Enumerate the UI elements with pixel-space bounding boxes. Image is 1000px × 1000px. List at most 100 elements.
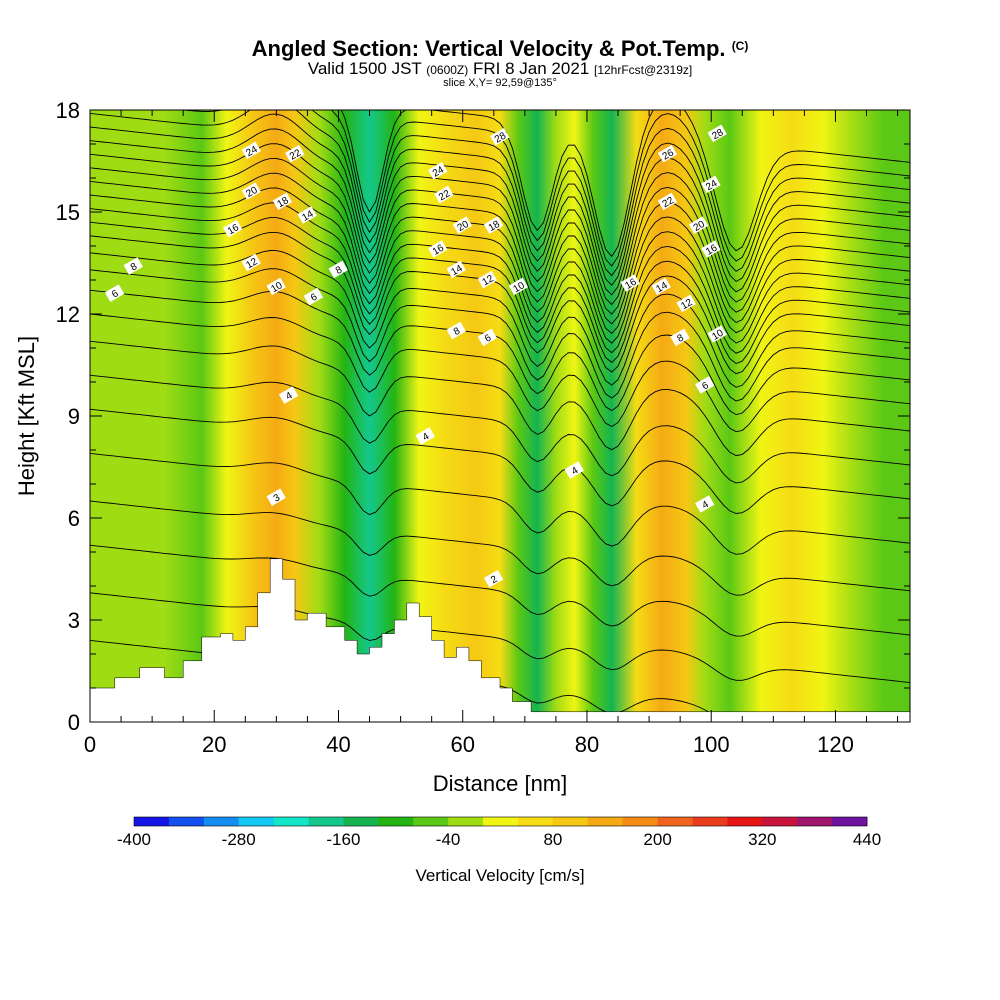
contour-label-bg (707, 124, 727, 143)
contour-label-bg (434, 185, 454, 204)
contour-label-text: 10 (710, 328, 726, 343)
contour-label-bg (123, 257, 143, 275)
contour-label: 8 (446, 321, 466, 340)
theta-contour-line (90, 128, 910, 306)
y-tick-label: 6 (68, 506, 80, 531)
colorbar-tick-label: -400 (117, 830, 151, 849)
contour-label-bg (104, 284, 125, 302)
contour-label-bg (241, 253, 261, 272)
x-tick-label: 20 (202, 732, 226, 757)
contour-label-bg (285, 145, 305, 163)
x-tick-label: 40 (326, 732, 350, 757)
contour-label-bg (241, 182, 261, 200)
contour-label-bg (707, 325, 727, 343)
contour-label-text: 14 (300, 209, 316, 224)
contour-label-text: 12 (679, 297, 695, 312)
contour-label-text: 28 (493, 130, 509, 145)
colorbar-tick-label: -40 (436, 830, 461, 849)
contour-label: 16 (222, 219, 243, 237)
contour-label-bg (477, 270, 498, 289)
theta-contour-line (90, 374, 910, 484)
contour-label-text: 22 (437, 188, 453, 203)
theta-contour-line (90, 158, 910, 325)
contour-label-text: 22 (288, 147, 304, 162)
contour-label-text: 24 (431, 164, 447, 179)
contour-label: 24 (241, 141, 261, 159)
contour-label: 24 (701, 175, 721, 193)
contour-label: 6 (695, 376, 715, 394)
contour-label-bg (328, 260, 348, 279)
contour-label-text: 8 (676, 332, 687, 345)
valid-date: FRI 8 Jan 2021 (473, 59, 590, 78)
contour-label-text: 20 (692, 219, 708, 234)
contour-label-text: 4 (700, 499, 711, 512)
y-tick-label: 12 (56, 302, 80, 327)
theta-contour-line (90, 187, 910, 344)
contour-label-text: 16 (623, 277, 639, 292)
theta-contour-line (90, 544, 910, 637)
contour-label: 10 (707, 325, 727, 343)
contour-label-bg (701, 240, 721, 258)
colorbar-swatch (517, 817, 554, 826)
colorbar-swatch (727, 817, 763, 826)
contour-label-bg (651, 277, 671, 296)
y-tick-label: 15 (56, 200, 80, 225)
contour-label-text: 26 (661, 147, 677, 162)
contour-label-bg (427, 162, 448, 180)
theta-contour-line (179, 110, 910, 277)
theta-contour-line (340, 110, 910, 258)
contour-label-text: 24 (704, 178, 720, 193)
contour-label-bg (670, 328, 690, 347)
contour-label-bg (477, 328, 498, 347)
contour-label: 4 (695, 495, 715, 513)
y-tick-label: 9 (68, 404, 80, 429)
y-axis-label: Height [Kft MSL] (14, 336, 39, 496)
contour-label-text: 3 (272, 492, 283, 505)
slice-info: slice X,Y= 92,59@135° (443, 77, 557, 89)
contour-label: 8 (328, 260, 348, 279)
contour-label-bg (483, 570, 504, 588)
y-tick-label: 18 (56, 98, 80, 123)
colorbar-swatch (378, 817, 414, 826)
contour-label: 20 (452, 216, 473, 234)
colorbar-frame (133, 816, 868, 827)
theta-contour-line (90, 408, 910, 514)
colorbar-tick-label: -160 (326, 830, 360, 849)
contour-label: 16 (620, 274, 640, 292)
x-tick-label: 120 (817, 732, 854, 757)
contour-label: 16 (701, 240, 721, 258)
contour-label: 8 (670, 328, 690, 347)
contour-label: 14 (446, 260, 466, 278)
colorbar-swatch (832, 817, 868, 826)
colorbar-swatch (587, 817, 624, 826)
x-tick-label: 80 (575, 732, 599, 757)
theta-contour-line (90, 340, 910, 457)
contour-label-text: 20 (456, 219, 472, 234)
colorbar-swatch (203, 817, 240, 826)
copyright-mark: (C) (731, 39, 749, 53)
contour-label-text: 8 (334, 264, 345, 277)
contour-label-text: 16 (431, 243, 447, 258)
contour-label: 28 (707, 124, 727, 143)
colorbar-swatch (657, 817, 693, 826)
contour-label-text: 22 (661, 195, 677, 210)
contour-label-text: 8 (129, 261, 140, 274)
contour-label-text: 14 (449, 263, 465, 278)
contour-label: 28 (490, 128, 510, 146)
theta-contour-line (90, 172, 910, 335)
contour-label: 3 (266, 488, 286, 506)
chart-title-text: Angled Section: Vertical Velocity & Pot.… (251, 36, 726, 61)
terrain (90, 558, 910, 722)
contour-label-text: 16 (704, 243, 720, 258)
colorbar-tick-label: -280 (222, 830, 256, 849)
contour-label-bg (446, 321, 466, 340)
chart-title: Angled Section: Vertical Velocity & Pot.… (0, 36, 1000, 62)
contour-label-bg (278, 386, 299, 404)
y-tick-label: 0 (68, 710, 80, 735)
colorbar-swatch (308, 817, 344, 826)
contour-label: 22 (285, 145, 305, 163)
contour-label: 10 (508, 277, 529, 295)
